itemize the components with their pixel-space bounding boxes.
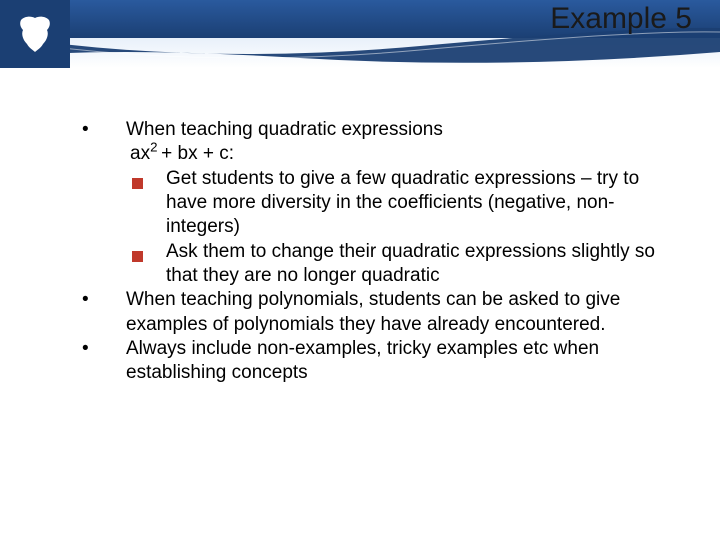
sub-bullet-text: Get students to give a few quadratic exp…	[166, 167, 680, 240]
bullet-3: • Always include non-examples, tricky ex…	[78, 337, 680, 386]
bullet-text: When teaching quadratic expressions	[126, 118, 680, 142]
lion-icon	[11, 10, 59, 58]
bullet-1: • When teaching quadratic expressions	[78, 118, 680, 142]
formula-suffix: + bx + c:	[161, 143, 234, 164]
formula-prefix: ax	[130, 143, 150, 164]
sub-bullet-marker-icon	[126, 167, 166, 240]
sub-bullet-1: Get students to give a few quadratic exp…	[126, 167, 680, 240]
content-area: • When teaching quadratic expressions ax…	[78, 118, 680, 385]
bullet-marker: •	[78, 288, 126, 337]
header-light-strip	[0, 38, 720, 68]
bullet-2: • When teaching polynomials, students ca…	[78, 288, 680, 337]
logo-box	[0, 0, 70, 68]
bullet-marker: •	[78, 118, 126, 142]
sub-bullet-marker-icon	[126, 240, 166, 289]
bullet-marker: •	[78, 337, 126, 386]
formula-line: ax2 + bx + c:	[130, 142, 680, 166]
slide-title: Example 5	[550, 2, 692, 36]
bullet-text: When teaching polynomials, students can …	[126, 288, 680, 337]
sub-bullet-list: Get students to give a few quadratic exp…	[126, 167, 680, 289]
sub-bullet-2: Ask them to change their quadratic expre…	[126, 240, 680, 289]
sub-bullet-text: Ask them to change their quadratic expre…	[166, 240, 680, 289]
bullet-1-intro: When teaching quadratic expressions	[126, 119, 443, 140]
bullet-text: Always include non-examples, tricky exam…	[126, 337, 680, 386]
formula-sup: 2	[150, 140, 161, 155]
